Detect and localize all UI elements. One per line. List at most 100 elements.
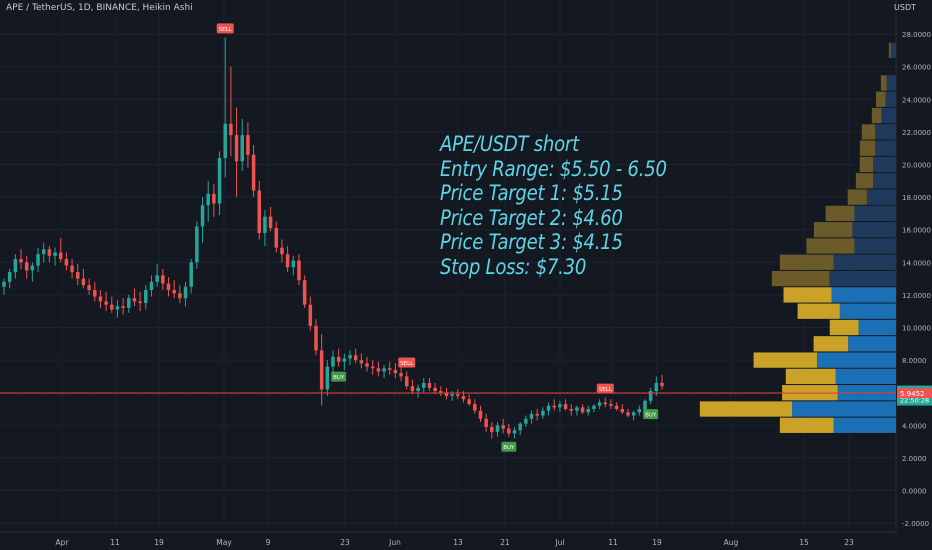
x-tick-label: 23	[844, 538, 854, 547]
candle-body	[558, 404, 562, 408]
candle-body	[580, 407, 585, 413]
candle-body	[212, 193, 216, 204]
candle-body	[144, 290, 148, 304]
volume-profile-down-bar	[771, 270, 830, 287]
volume-profile-down-bar	[779, 417, 834, 433]
candle-body	[529, 413, 534, 419]
candle-body	[223, 123, 227, 158]
volume-profile-down-bar	[855, 173, 874, 189]
candle-body	[58, 252, 63, 260]
volume-profile-up-bar	[835, 368, 896, 385]
candle-body	[13, 259, 18, 273]
candle-body	[512, 430, 517, 434]
y-tick-label: 2.0000	[902, 455, 927, 463]
y-tick-label: 14.0000	[902, 259, 931, 267]
volume-profile-down-bar	[813, 222, 853, 238]
volume-profile-up-bar	[852, 222, 896, 238]
candle-body	[473, 404, 477, 411]
candle-body	[637, 409, 642, 413]
candle-body	[597, 402, 602, 406]
volume-profile-up-bar	[866, 189, 896, 205]
candle-body	[200, 205, 205, 227]
volume-profile-down-bar	[753, 352, 817, 368]
candle-body	[461, 395, 466, 400]
candle-body	[609, 404, 613, 406]
trade-note: APE/USDT short Entry Range: $5.50 - 6.50…	[440, 132, 667, 279]
volume-profile-up-bar	[885, 91, 896, 107]
x-tick-label: Aug	[724, 538, 739, 547]
candle-body	[110, 304, 114, 310]
candle-body	[648, 391, 653, 401]
candle-body	[370, 366, 375, 369]
volume-profile-up-bar	[833, 417, 896, 433]
candle-body	[439, 391, 443, 393]
y-tick-label: 18.0000	[902, 194, 931, 202]
price-axis-currency: USDT	[894, 3, 916, 12]
volume-profile-down-bar	[880, 75, 887, 91]
volume-profile-down-bar	[825, 205, 855, 222]
candle-body	[348, 355, 352, 359]
volume-profile-down-bar	[829, 319, 859, 336]
candle-body	[240, 135, 244, 162]
candle-body	[444, 392, 449, 396]
x-tick-label: May	[216, 538, 232, 547]
volume-profile-up-bar	[829, 270, 896, 287]
candle-body	[251, 154, 256, 191]
candle-body	[297, 260, 301, 281]
candle-body	[416, 387, 420, 392]
y-tick-label: 4.0000	[902, 422, 927, 430]
x-tick-label: 9	[266, 538, 271, 547]
volume-profile-down-bar	[859, 140, 876, 156]
candle-body	[495, 425, 500, 432]
candle-body	[467, 399, 471, 405]
candle-body	[81, 278, 86, 286]
candle-body	[132, 298, 137, 302]
volume-profile-up-bar	[854, 238, 896, 254]
trade-note-line: APE/USDT short	[440, 132, 579, 156]
candle-body	[217, 157, 222, 204]
candle-body	[257, 190, 262, 233]
volume-profile-up-bar	[833, 254, 896, 270]
candle-body	[433, 387, 437, 392]
buy-signal-label: BUY	[503, 445, 515, 451]
candle-body	[229, 123, 233, 136]
candle-body	[654, 382, 659, 392]
volume-profile-up-bar	[792, 401, 896, 417]
candle-body	[172, 290, 176, 294]
volume-profile-up-bar	[839, 303, 896, 319]
volume-profile-up-bar	[816, 352, 896, 368]
candle-body	[138, 301, 142, 304]
x-tick-label: Jun	[388, 538, 401, 547]
candle-body	[507, 428, 511, 434]
candle-body	[24, 262, 29, 271]
volume-profile-down-bar	[797, 303, 840, 319]
sell-signal-badge	[398, 357, 416, 368]
candle-body	[302, 280, 307, 305]
volume-profile-up-bar	[831, 287, 896, 303]
sell-signal-badge	[596, 383, 614, 394]
y-tick-label: 24.0000	[902, 96, 931, 104]
sell-signal-badge	[216, 23, 234, 34]
symbol-header: APE / TetherUS, 1D, BINANCE, Heikin Ashi	[6, 3, 193, 13]
candle-body	[206, 193, 210, 206]
candle-body	[478, 410, 483, 419]
candle-body	[518, 423, 522, 431]
candle-body	[161, 275, 165, 284]
candle-body	[30, 265, 35, 271]
x-tick-label: 19	[652, 538, 662, 547]
candle-body	[626, 412, 630, 416]
buy-signal-label: BUY	[333, 375, 345, 381]
y-tick-label: 12.0000	[902, 292, 931, 300]
volume-profile-down-bar	[813, 336, 849, 352]
candle-body	[365, 363, 369, 367]
candle-body	[121, 306, 125, 308]
candle-body	[631, 412, 636, 416]
volume-profile-down-bar	[779, 254, 834, 270]
candle-body	[410, 386, 415, 392]
candle-body	[183, 286, 188, 299]
candle-body	[263, 216, 267, 233]
x-tick-label: 15	[799, 538, 809, 547]
volume-profile-down-bar	[859, 156, 874, 173]
